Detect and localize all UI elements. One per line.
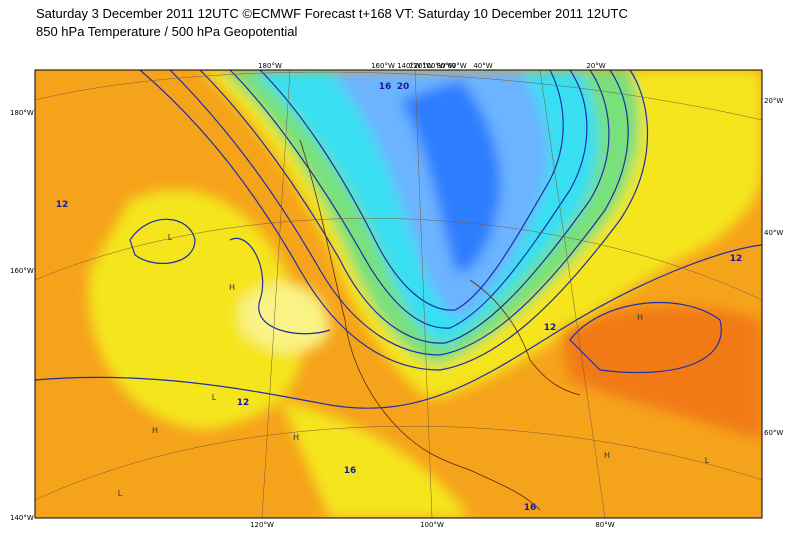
coordinate-label: 60°W [764, 429, 783, 437]
contour-label: 16 [344, 466, 357, 476]
pressure-center: L [212, 393, 217, 402]
map-frame [34, 69, 763, 519]
pressure-center: H [637, 313, 643, 322]
coordinate-label: 60°W [447, 62, 466, 70]
coordinate-label: 160°W [10, 267, 34, 275]
pressure-center: L [705, 456, 710, 465]
contour-label: 12 [544, 323, 557, 333]
map-subtitle: 850 hPa Temperature / 500 hPa Geopotenti… [36, 24, 298, 39]
temperature-field [35, 70, 762, 518]
pressure-center: L [118, 489, 123, 498]
coordinate-label: 120°W [409, 62, 433, 70]
contour-label: 16 [379, 82, 392, 92]
map-title: Saturday 3 December 2011 12UTC ©ECMWF Fo… [36, 6, 628, 21]
coordinate-label: 20°W [586, 62, 605, 70]
coordinate-label: 140°W [10, 514, 34, 522]
coordinate-label: 180°W [258, 62, 282, 70]
contour-label: 12 [730, 254, 743, 264]
contour-label: 20 [397, 82, 410, 92]
coordinate-label: 20°W [764, 97, 783, 105]
coastlines [299, 139, 581, 511]
coordinate-label: 40°W [764, 229, 783, 237]
pressure-center: H [604, 451, 610, 460]
graticule [35, 70, 762, 518]
pressure-center: H [152, 426, 158, 435]
coordinate-label: 140°W [397, 62, 421, 70]
coordinate-label: 120°W [250, 521, 274, 529]
geopotential-contours [35, 70, 762, 409]
contour-label: 12 [237, 398, 250, 408]
coordinate-label: 80°W [436, 62, 455, 70]
coordinate-label: 100°W [422, 62, 446, 70]
coordinate-label: 40°W [473, 62, 492, 70]
contour-label: 16 [524, 503, 537, 513]
pressure-center: H [229, 283, 235, 292]
pressure-center: L [168, 233, 173, 242]
pressure-center: H [293, 433, 299, 442]
contour-label: 12 [56, 200, 69, 210]
coordinate-label: 180°W [10, 109, 34, 117]
coordinate-label: 100°W [420, 521, 444, 529]
coordinate-label: 80°W [595, 521, 614, 529]
coordinate-label: 160°W [371, 62, 395, 70]
